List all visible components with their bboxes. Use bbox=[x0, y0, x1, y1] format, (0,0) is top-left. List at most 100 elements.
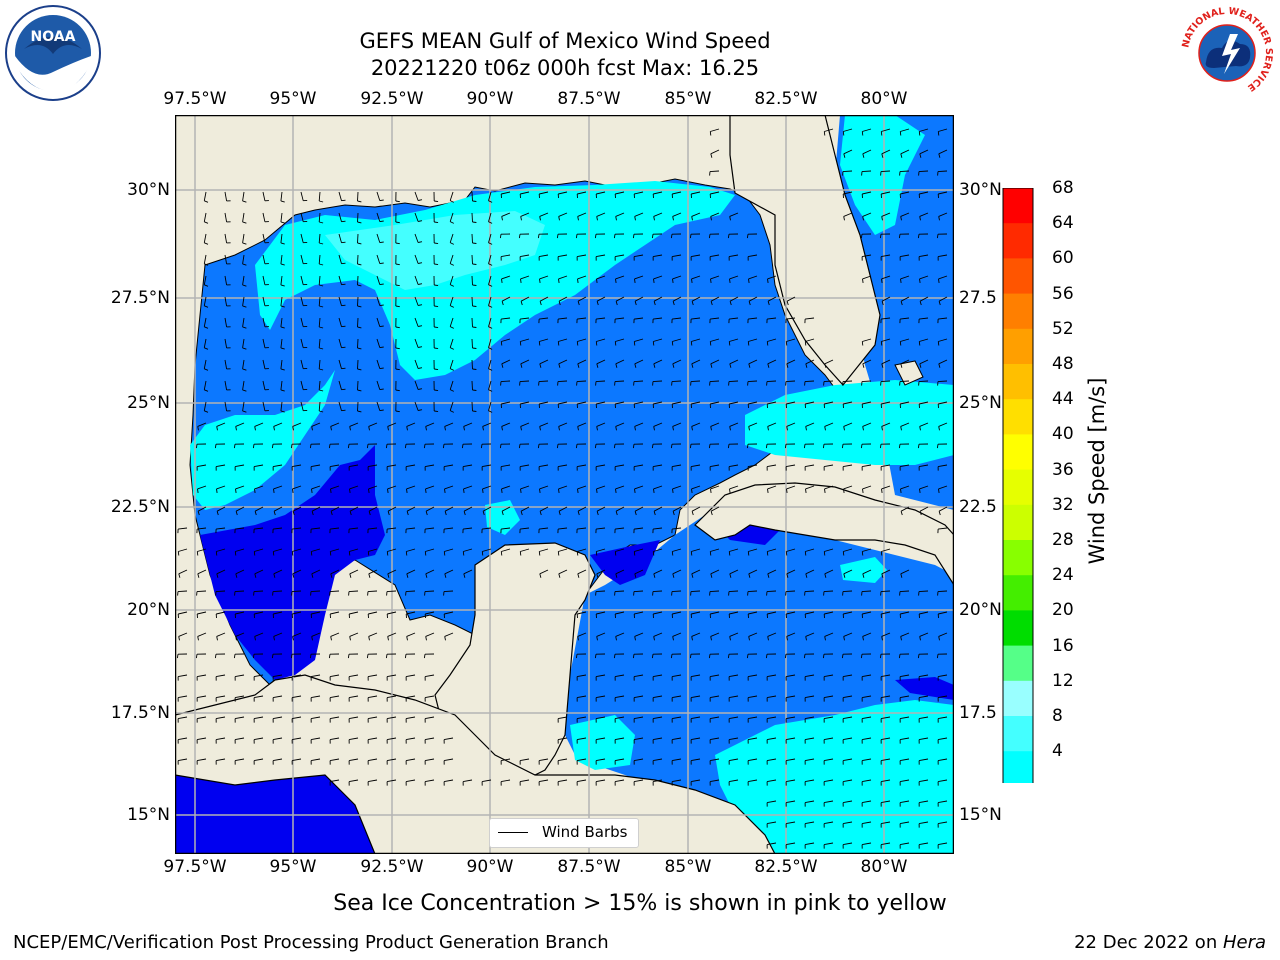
wind-barb-shaft bbox=[224, 212, 228, 222]
wind-barb-shaft bbox=[501, 758, 511, 762]
wind-barb-feather bbox=[406, 573, 409, 578]
colorbar-tick: 48 bbox=[1052, 354, 1074, 374]
wind-barb-feather bbox=[614, 551, 617, 556]
wind-barb-feather bbox=[292, 488, 294, 493]
wind-barb-feather bbox=[518, 234, 521, 239]
wind-barb-shaft bbox=[862, 359, 872, 365]
wind-barb-shaft bbox=[729, 674, 739, 678]
wind-barb-feather bbox=[710, 636, 712, 641]
wind-barb-shaft bbox=[577, 527, 587, 530]
wind-barb-feather bbox=[319, 305, 324, 308]
wind-barb-feather bbox=[214, 444, 217, 449]
wind-barb-feather bbox=[254, 426, 256, 431]
wind-barb-feather bbox=[204, 221, 209, 224]
wind-barb-shaft bbox=[558, 401, 568, 405]
wind-barb-feather bbox=[449, 347, 455, 350]
wind-barb-shaft bbox=[672, 338, 682, 342]
wind-barb-shaft bbox=[615, 422, 625, 427]
wind-barb-feather bbox=[449, 200, 455, 203]
wind-barb-feather bbox=[539, 511, 542, 516]
wind-barb-feather bbox=[672, 573, 675, 578]
wind-barb-shaft bbox=[558, 422, 568, 427]
wind-barb-shaft bbox=[539, 359, 549, 365]
wind-barb-feather bbox=[242, 347, 247, 350]
wind-barb-shaft bbox=[919, 737, 929, 741]
wind-barb-shaft bbox=[292, 548, 302, 552]
wind-barb-shaft bbox=[843, 674, 853, 678]
wind-barb-shaft bbox=[672, 359, 682, 365]
wind-barb-feather bbox=[710, 488, 712, 493]
wind-barb-feather bbox=[708, 444, 711, 449]
wind-barb-shaft bbox=[463, 485, 473, 490]
wind-barb-shaft bbox=[861, 590, 872, 593]
wind-barb-feather bbox=[537, 234, 540, 239]
wind-barb-feather bbox=[729, 488, 731, 493]
wind-barb-shaft bbox=[805, 338, 815, 342]
wind-barb-shaft bbox=[444, 758, 454, 762]
wind-barb-feather bbox=[423, 444, 426, 449]
wind-barb-shaft bbox=[671, 380, 682, 383]
wind-barb-feather bbox=[634, 363, 637, 368]
wind-barb-feather bbox=[558, 488, 560, 493]
wind-barb-shaft bbox=[938, 527, 948, 530]
wind-barb-shaft bbox=[710, 317, 720, 320]
wind-barb-shaft bbox=[520, 254, 530, 258]
wind-barb-feather bbox=[341, 220, 346, 223]
wind-barb-feather bbox=[898, 444, 901, 449]
wind-barb-feather bbox=[653, 573, 656, 578]
wind-barb-shaft bbox=[539, 548, 549, 552]
wind-barb-feather bbox=[767, 363, 770, 368]
wind-barb-feather bbox=[519, 341, 522, 346]
wind-barb-feather bbox=[197, 636, 199, 641]
wind-barb-shaft bbox=[615, 212, 625, 217]
wind-barb-feather bbox=[330, 426, 332, 431]
wind-barb-feather bbox=[594, 444, 597, 449]
wind-barb-shaft bbox=[501, 464, 511, 468]
wind-barb-feather bbox=[501, 488, 503, 493]
wind-barb-feather bbox=[387, 488, 389, 493]
wind-barb-feather bbox=[520, 488, 522, 493]
wind-barb-shaft bbox=[387, 422, 397, 427]
wind-barb-feather bbox=[576, 551, 579, 556]
wind-barb-shaft bbox=[634, 527, 644, 530]
wind-barb-feather bbox=[418, 220, 423, 222]
colorbar-tick: 64 bbox=[1052, 213, 1074, 233]
wind-barb-feather bbox=[786, 573, 789, 578]
wind-barb-shaft bbox=[596, 674, 606, 678]
wind-barb-shaft bbox=[300, 191, 304, 201]
wind-barb-shaft bbox=[900, 632, 910, 637]
wind-barb-shaft bbox=[425, 716, 435, 720]
wind-barb-shaft bbox=[596, 779, 606, 783]
wind-barb-shaft bbox=[653, 464, 663, 468]
wind-barb-shaft bbox=[634, 758, 644, 762]
wind-barb-feather bbox=[349, 636, 351, 641]
wind-barb-shaft bbox=[577, 674, 587, 678]
wind-barb-shaft bbox=[311, 527, 321, 530]
wind-barb-shaft bbox=[899, 170, 910, 173]
wind-barb-shaft bbox=[449, 380, 454, 390]
wind-barb-shaft bbox=[710, 506, 720, 512]
wind-barb-shaft bbox=[786, 338, 796, 342]
wind-barb-shaft bbox=[292, 464, 302, 468]
wind-barb-feather bbox=[442, 444, 445, 449]
wind-barb-shaft bbox=[482, 548, 492, 552]
lon-label-bottom: 92.5°W bbox=[360, 857, 424, 877]
wind-barb-feather bbox=[575, 234, 578, 239]
wind-barb-shaft bbox=[596, 401, 606, 405]
wind-barb-feather bbox=[216, 636, 218, 641]
wind-barb-shaft bbox=[216, 632, 226, 637]
wind-barb-shaft bbox=[178, 716, 188, 720]
wind-barb-shaft bbox=[900, 422, 910, 427]
wind-barb-shaft bbox=[729, 632, 739, 637]
wind-barb-feather bbox=[357, 389, 362, 392]
wind-barb-feather bbox=[254, 573, 257, 578]
wind-barb-shaft bbox=[596, 191, 606, 195]
wind-barb-feather bbox=[900, 511, 903, 516]
wind-barb-shaft bbox=[577, 758, 587, 762]
wind-barb-shaft bbox=[254, 527, 264, 530]
wind-barb-shaft bbox=[767, 485, 777, 490]
wind-barb-shaft bbox=[242, 380, 245, 390]
wind-barb-shaft bbox=[338, 380, 342, 390]
wind-barb-shaft bbox=[672, 485, 682, 490]
wind-barb-shaft bbox=[203, 401, 207, 411]
